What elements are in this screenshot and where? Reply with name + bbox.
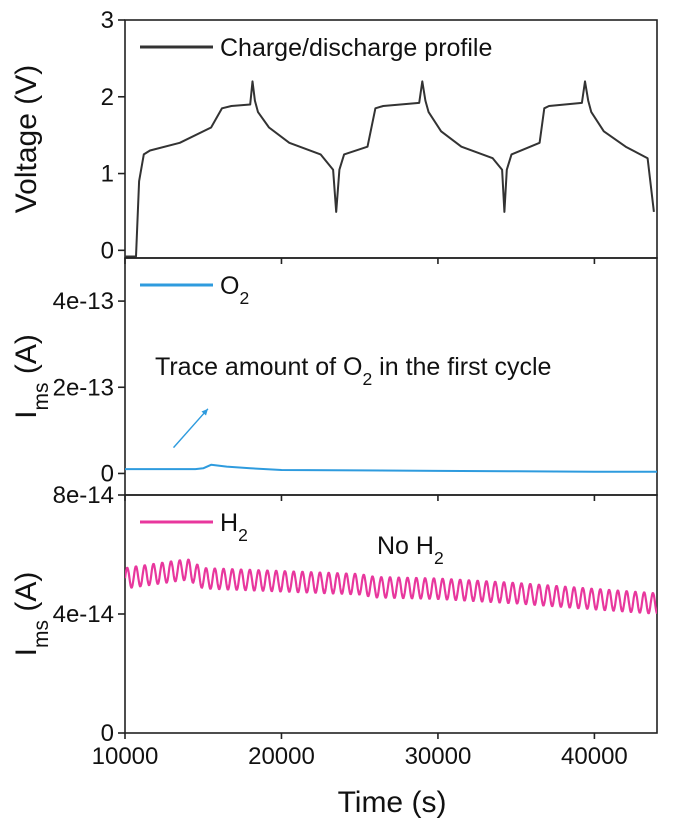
y-tick-label-h2: 4e-14 (53, 601, 114, 628)
panel-voltage: 0 1 2 3 Voltage (V) Charge/discharge profile (10, 7, 658, 264)
y-tick-label-voltage: 0 (101, 237, 114, 264)
annotation-h2: No H2 (377, 532, 444, 568)
annotation-arrow-head (201, 408, 208, 416)
x-tick-label: 30000 (405, 743, 472, 770)
series-line-h2 (125, 558, 657, 615)
panel-h2: 0 4e-14 8e-14 10000 20000 30000 40000 Ims (A) H2… (10, 482, 658, 770)
annotation-o2: Trace amount of O2 in the first cycle (155, 353, 551, 389)
legend-label-o2: O2 (220, 272, 249, 308)
y-tick-label-voltage: 1 (101, 161, 114, 188)
y-tick-label-h2: 8e-14 (53, 482, 114, 509)
x-axis-label: Time (s) (338, 786, 447, 819)
series-line-o2 (125, 463, 657, 473)
annotation-arrow-line (172, 408, 209, 449)
y-axis-label-voltage: Voltage (V) (10, 65, 43, 213)
x-tick-label: 10000 (92, 743, 159, 770)
legend-label-voltage: Charge/discharge profile (220, 34, 492, 62)
y-tick-label-o2: 2e-13 (53, 374, 114, 401)
legend-label-h2: H2 (220, 509, 248, 545)
y-tick-label-o2: 0 (101, 460, 114, 487)
x-tick-label: 20000 (248, 743, 315, 770)
y-axis-label-o2: Ims (A) (10, 334, 53, 419)
series-line-voltage (125, 80, 655, 258)
y-axis-label-h2: Ims (A) (10, 572, 53, 657)
y-tick-label-o2: 4e-13 (53, 288, 114, 315)
y-tick-label-voltage: 3 (101, 7, 114, 34)
y-tick-label-voltage: 2 (101, 84, 114, 111)
y-tick-label-h2: 0 (101, 720, 114, 747)
panel-frame-h2 (124, 494, 658, 734)
x-tick-label: 40000 (561, 743, 628, 770)
